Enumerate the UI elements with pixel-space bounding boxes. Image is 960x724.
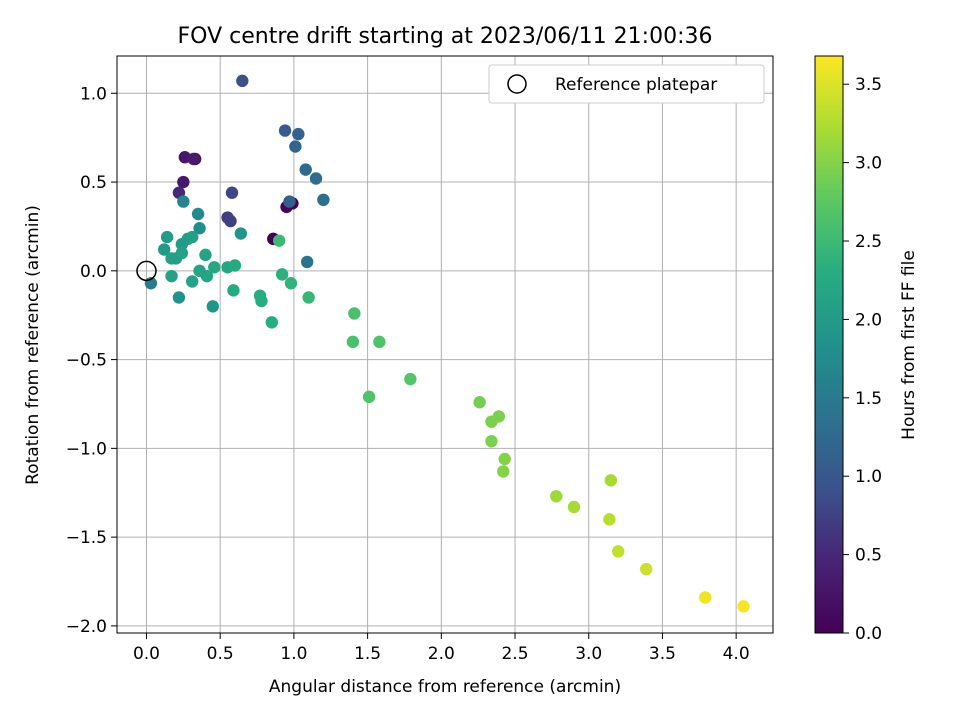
data-point: [228, 259, 242, 272]
colorbar-tick-label: 1.0: [855, 467, 882, 487]
data-point: [199, 248, 212, 262]
data-point: [175, 246, 189, 260]
x-tick-label: 1.0: [280, 644, 307, 664]
colorbar-tick-label: 0.5: [855, 546, 882, 566]
data-point: [309, 172, 323, 185]
legend-entry-reference-platepar: Reference platepar: [555, 75, 717, 95]
data-point: [317, 193, 330, 207]
data-point: [302, 291, 315, 304]
data-point: [224, 214, 237, 228]
colorbar-frame: [814, 55, 844, 634]
data-point: [236, 74, 249, 88]
data-point: [234, 227, 248, 240]
data-point: [191, 207, 205, 221]
colorbar-label: Hours from first FF file: [899, 250, 919, 440]
data-point: [193, 222, 206, 235]
legend: Reference platepar: [488, 64, 765, 104]
data-point: [492, 410, 506, 423]
data-point: [160, 230, 174, 244]
y-axis-ticks: 1.0 0.5 0.0 −0.5 −1.0 −1.5 −2.0: [66, 84, 117, 637]
data-point: [255, 294, 268, 308]
colorbar-tick-label: 3.0: [855, 154, 882, 174]
data-point: [567, 500, 581, 514]
data-point: [200, 269, 214, 283]
data-point: [603, 513, 616, 526]
data-point: [604, 474, 618, 487]
data-point: [227, 284, 240, 297]
y-tick-label: −0.5: [66, 351, 107, 371]
data-point: [348, 307, 361, 320]
colorbar-tick-label: 0.0: [855, 624, 882, 644]
colorbar-gradient: [815, 56, 843, 633]
data-point: [485, 435, 498, 448]
data-point: [473, 396, 486, 409]
data-point: [373, 335, 386, 349]
data-point: [177, 195, 190, 208]
data-point: [206, 300, 220, 313]
y-tick-label: 1.0: [80, 84, 107, 104]
colorbar: 0.0 0.5 1.0 1.5 2.0 2.5 3.0 3.5 Hours from firs…: [814, 55, 919, 644]
colorbar-tick-label: 2.5: [855, 232, 882, 252]
data-point: [177, 175, 190, 189]
reference-marker-layer: [136, 260, 157, 282]
data-point: [272, 234, 286, 247]
colorbar-tick-label: 3.5: [855, 75, 882, 95]
plot-frame: [116, 55, 774, 634]
x-tick-label: 2.0: [428, 644, 455, 664]
x-axis-label: Angular distance from reference (arcmin): [269, 677, 621, 697]
x-tick-label: 1.5: [354, 644, 381, 664]
data-point: [278, 124, 292, 137]
data-point: [284, 277, 298, 290]
data-point: [497, 465, 510, 478]
legend-reference-marker: [507, 74, 527, 94]
data-point: [208, 261, 221, 274]
data-point: [165, 269, 178, 283]
data-point: [185, 275, 199, 288]
y-tick-label: 0.0: [80, 262, 107, 282]
colorbar-tick-label: 1.5: [855, 389, 882, 409]
data-point: [299, 163, 312, 176]
data-point: [404, 372, 417, 386]
data-point: [292, 127, 305, 141]
data-point: [172, 291, 186, 304]
y-axis-label: Rotation from reference (arcmin): [23, 205, 43, 485]
x-tick-label: 2.5: [501, 644, 528, 664]
data-point: [550, 490, 563, 503]
data-point: [346, 335, 360, 349]
data-point: [612, 545, 625, 558]
scatter-points: [144, 74, 750, 613]
plot-area-background: [117, 56, 773, 633]
legend-box: [488, 64, 765, 104]
data-point: [225, 186, 239, 199]
x-axis-ticks: 0.0 0.5 1.0 1.5 2.0 2.5 3.0 3.5 4.0: [133, 633, 750, 664]
data-point: [283, 195, 296, 208]
y-tick-label: −1.0: [66, 439, 107, 459]
x-tick-label: 4.0: [723, 644, 750, 664]
y-tick-label: 0.5: [80, 173, 107, 193]
data-point: [362, 390, 376, 404]
y-tick-label: −1.5: [66, 528, 107, 548]
data-point: [698, 591, 712, 604]
x-tick-label: 3.5: [649, 644, 676, 664]
data-point: [498, 452, 511, 466]
data-point: [640, 562, 653, 576]
x-tick-label: 0.5: [207, 644, 234, 664]
data-point: [185, 230, 199, 244]
colorbar-tick-label: 2.0: [855, 310, 882, 330]
data-point: [157, 243, 171, 256]
data-point: [737, 600, 750, 613]
x-tick-label: 0.0: [133, 644, 160, 664]
x-tick-label: 3.0: [575, 644, 602, 664]
data-point: [275, 268, 289, 281]
data-point: [187, 152, 200, 166]
data-point: [265, 316, 278, 329]
data-point: [289, 140, 302, 153]
data-point: [300, 255, 314, 269]
chart-title: FOV centre drift starting at 2023/06/11 …: [178, 24, 713, 49]
y-tick-label: −2.0: [66, 617, 107, 637]
colorbar-ticks: 0.0 0.5 1.0 1.5 2.0 2.5 3.0 3.5: [843, 75, 882, 644]
reference-platepar-marker: [136, 260, 157, 282]
